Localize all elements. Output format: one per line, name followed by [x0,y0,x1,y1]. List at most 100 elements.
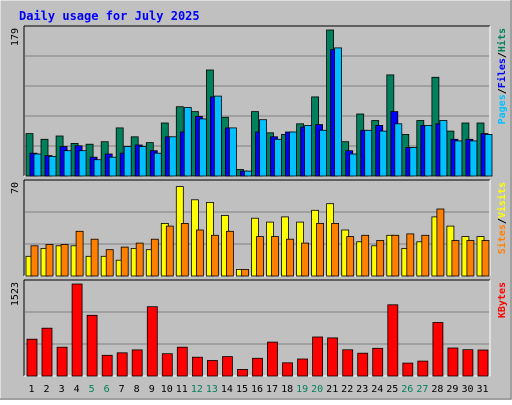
x-tick-label-day-17: 17 [266,384,278,395]
bar-sites-day-4 [75,230,84,277]
bar-sites-day-26 [406,233,415,277]
bar-sites-day-17 [271,236,279,277]
bar-pages-day-31 [484,133,493,177]
x-tick-label-day-12: 12 [191,384,203,395]
bar-sites-day-2 [45,244,54,277]
legend-entry: / [497,218,508,224]
x-tick-label-day-14: 14 [221,384,233,395]
bar-kbytes-day-1 [26,338,38,377]
bar-kbytes-day-30 [462,349,474,377]
bar-pages-day-5 [93,159,102,177]
bar-pages-day-17 [274,138,282,177]
legend-entry: / [497,88,508,94]
x-tick-label-day-30: 30 [461,384,473,395]
bar-kbytes-day-15 [237,368,248,377]
bar-kbytes-day-25 [387,304,399,377]
bar-sites-day-13 [210,234,219,277]
bar-kbytes-day-18 [282,362,293,377]
x-tick-label-day-11: 11 [176,384,188,395]
legend-entry: Pages [497,94,508,124]
bar-kbytes-day-28 [432,322,444,377]
bar-kbytes-day-11 [176,346,188,377]
bar-sites-day-6 [105,249,114,277]
panel-kbytes: 1523 KBytes [10,279,508,377]
bar-pages-day-12 [198,118,207,177]
x-tick-label-day-13: 13 [206,384,218,395]
bar-pages-day-15 [244,170,252,177]
bar-sites-day-31 [481,240,490,277]
bar-sites-day-10 [165,225,174,277]
bar-kbytes-day-16 [252,357,263,377]
bar-sites-day-22 [346,236,355,277]
bar-pages-day-30 [469,140,478,177]
bar-kbytes-day-27 [417,360,429,377]
bar-pages-day-26 [409,147,418,177]
bar-pages-day-24 [379,130,388,177]
x-tick-label-day-8: 8 [134,384,140,395]
bar-pages-day-7 [123,146,132,177]
x-tick-label-day-10: 10 [161,384,173,395]
panel-legend: Pages/Files/Hits [496,28,508,124]
bar-pages-day-8 [138,146,147,177]
x-axis-labels: 1 2 3 4 5 6 7 8 9 10 11 12 13 14 15 16 17 18 19 20 21 22 23 24 2… [28,384,488,395]
bar-sites-day-7 [120,246,129,277]
bar-kbytes-day-2 [41,327,53,377]
y-max-label: 1523 [10,282,21,306]
legend-entry: / [497,52,508,58]
x-tick-label-day-2: 2 [43,384,49,395]
bar-pages-day-13 [213,95,222,177]
bar-kbytes-day-20 [312,336,324,377]
bar-hits-day-7 [115,127,124,177]
bar-kbytes-day-13 [206,360,218,377]
bar-kbytes-day-23 [357,352,369,377]
x-tick-label-day-16: 16 [251,384,263,395]
legend-entry: KBytes [497,282,508,318]
bar-kbytes-day-10 [161,353,173,377]
x-tick-label-day-1: 1 [28,384,34,395]
bar-sites-day-16 [256,236,264,277]
bar-pages-day-11 [183,107,192,177]
bar-kbytes-day-14 [221,356,233,377]
x-tick-label-day-19: 19 [296,384,308,395]
bar-sites-day-8 [135,242,144,277]
bar-kbytes-day-31 [477,349,489,377]
bar-kbytes-day-17 [267,341,278,377]
bar-pages-day-9 [153,152,162,177]
bar-pages-day-29 [454,140,463,177]
chart-title: Daily usage for July 2025 [19,9,200,23]
x-tick-label-day-22: 22 [341,384,353,395]
x-tick-label-day-9: 9 [149,384,155,395]
bar-pages-day-19 [304,125,313,177]
bar-sites-day-15 [241,268,249,277]
x-tick-label-day-4: 4 [74,384,80,395]
bar-sites-day-25 [391,234,400,277]
bar-pages-day-10 [168,136,177,177]
bar-sites-day-14 [225,230,234,277]
bar-pages-day-23 [364,129,373,177]
bar-pages-day-1 [33,153,42,177]
legend-entry: Files [496,58,508,88]
bar-kbytes-day-4 [71,283,83,377]
bar-kbytes-day-6 [101,354,113,377]
legend-entry: Hits [496,28,508,52]
x-tick-label-day-23: 23 [356,384,368,395]
bar-kbytes-day-22 [342,349,354,377]
bar-pages-day-2 [48,155,57,177]
bar-sites-day-1 [30,245,39,277]
bar-kbytes-day-21 [327,337,339,377]
bar-pages-day-3 [63,150,72,177]
bar-sites-day-3 [60,244,69,277]
bar-sites-day-9 [150,238,159,277]
x-tick-label-day-7: 7 [119,384,125,395]
bar-kbytes-day-24 [372,347,384,377]
x-tick-label-day-3: 3 [59,384,65,395]
bar-kbytes-day-8 [131,349,143,377]
panel-legend: KBytes [497,282,508,318]
bar-sites-day-21 [331,222,340,277]
bar-pages-day-14 [228,127,237,177]
bar-pages-day-25 [394,123,403,177]
x-tick-label-day-21: 21 [326,384,338,395]
bar-kbytes-day-5 [86,314,98,377]
